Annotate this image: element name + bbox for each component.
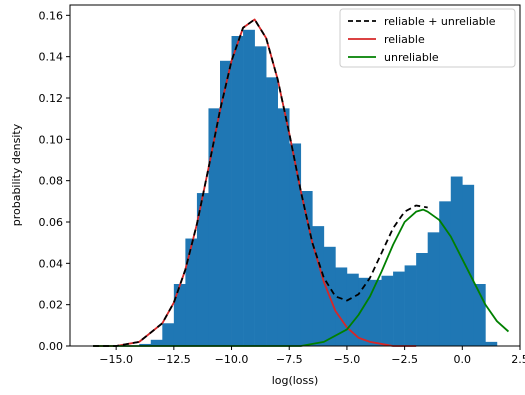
y-tick-label: 0.02	[39, 299, 64, 312]
histogram-bar	[289, 143, 302, 346]
y-axis-label: probability density	[10, 123, 23, 226]
histogram-bar	[312, 226, 325, 346]
series-line-reliable-unreliable	[93, 18, 428, 347]
x-tick-label: −2.5	[391, 353, 418, 366]
x-tick-label: 2.5	[511, 353, 525, 366]
histogram-bar	[346, 273, 359, 346]
histogram-bar	[266, 77, 278, 346]
histogram-bar	[220, 60, 232, 347]
histogram-bar	[462, 184, 475, 346]
density-curves	[93, 18, 510, 347]
histogram-bar	[370, 279, 382, 346]
x-tick-label: −15.0	[99, 353, 133, 366]
histogram-bar	[162, 323, 175, 346]
histogram-bar	[150, 339, 163, 346]
y-tick-label: 0.04	[39, 257, 64, 270]
y-tick-label: 0.00	[39, 340, 64, 353]
x-tick-label: −5.0	[334, 353, 361, 366]
histogram-bar	[277, 108, 290, 346]
histogram-bar	[173, 284, 186, 346]
y-tick-label: 0.10	[39, 133, 64, 146]
histogram-bar	[381, 275, 394, 346]
y-tick-label: 0.06	[39, 216, 64, 229]
histogram-bar	[404, 265, 417, 346]
x-axis-label: log(loss)	[272, 374, 319, 387]
legend-label-reliable-unreliable: reliable + unreliable	[384, 15, 496, 28]
plot-frame	[69, 4, 521, 347]
x-tick-label: −7.5	[276, 353, 303, 366]
histogram-bar	[254, 46, 267, 346]
histogram-bar	[243, 29, 255, 347]
x-tick-label: 0.0	[454, 353, 472, 366]
histogram-bar	[335, 267, 348, 346]
x-tick-label: −12.5	[157, 353, 191, 366]
histogram-bar	[300, 191, 313, 346]
y-tick-label: 0.16	[39, 9, 64, 22]
legend-box	[339, 8, 516, 68]
histogram-bar	[473, 284, 486, 346]
x-tick-label: −10.0	[215, 353, 249, 366]
histogram-bar	[185, 238, 198, 346]
histogram-bar	[196, 193, 209, 346]
histogram	[139, 29, 498, 347]
legend-label-reliable: reliable	[384, 33, 425, 46]
y-axis: 0.00 0.02 0.04 0.06 0.08 0.10 0.12 0.14 0.16	[39, 9, 70, 353]
histogram-bar	[358, 277, 371, 346]
histogram-bar	[427, 232, 440, 346]
histogram-bar	[231, 36, 244, 346]
histogram-bar	[450, 176, 463, 346]
legend: reliable + unreliable reliable unreliabl…	[339, 8, 516, 68]
y-tick-label: 0.12	[39, 92, 64, 105]
histogram-bar	[393, 271, 405, 346]
histogram-bar	[416, 253, 428, 346]
histogram-bar	[439, 201, 452, 346]
y-tick-label: 0.08	[39, 175, 64, 188]
histogram-bar	[485, 341, 498, 346]
histogram-bar	[139, 343, 152, 346]
legend-label-unreliable: unreliable	[384, 51, 439, 64]
x-axis: −15.0 −12.5 −10.0 −7.5 −5.0 −2.5 0.0 2.5	[99, 346, 525, 366]
series-line-unreliable	[93, 208, 510, 347]
histogram-bar	[208, 108, 221, 346]
y-tick-label: 0.14	[39, 51, 64, 64]
